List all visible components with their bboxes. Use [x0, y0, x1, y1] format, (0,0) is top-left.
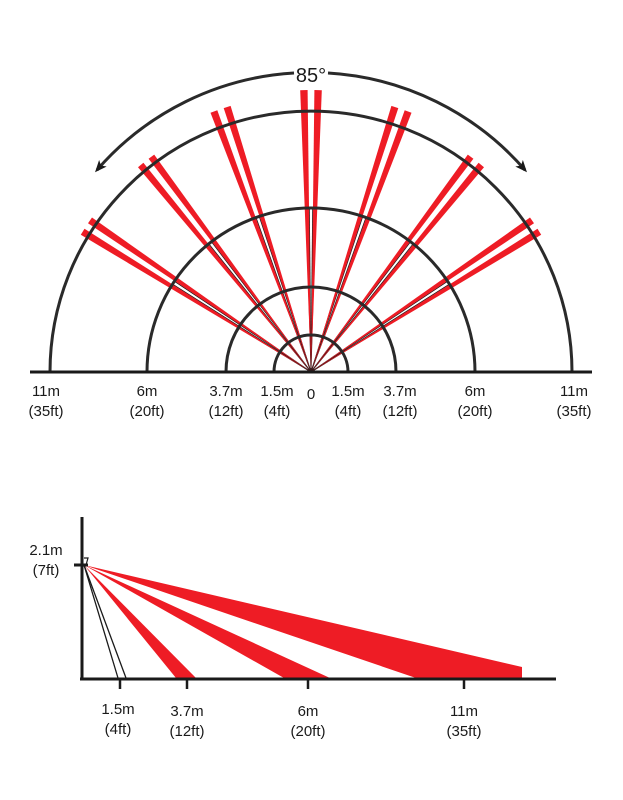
floor-label-11m: 11m — [450, 703, 478, 720]
side-beam-6m — [84, 565, 330, 678]
coverage-angle-arrow — [95, 71, 295, 173]
top-beam-wedge — [223, 105, 311, 373]
top-beam-wedge — [80, 228, 311, 372]
top-beam-wedge — [311, 162, 484, 372]
range-label-12ft-left: (12ft) — [208, 403, 243, 420]
range-arc-6m — [145, 206, 477, 373]
range-label-11m-right: 11m — [560, 383, 588, 400]
top-thin-ray — [207, 242, 312, 373]
range-label-4ft-right: (4ft) — [335, 403, 362, 420]
range-label-6m-left: 6m — [137, 383, 158, 400]
top-thin-ray — [258, 215, 312, 373]
floor-label-4ft: (4ft) — [105, 721, 132, 738]
top-view: 85° 0 11m (35ft) 6m (20ft) 3.7m (12ft) 1… — [28, 65, 592, 420]
range-arc-3-7m — [224, 285, 398, 373]
side-beam-3-7m — [84, 565, 196, 678]
top-beam-wedge — [138, 162, 311, 372]
top-thin-ray — [310, 206, 314, 373]
floor-label-3-7m: 3.7m — [170, 703, 203, 720]
floor-label-35ft: (35ft) — [446, 723, 481, 740]
top-thin-ray — [310, 283, 451, 373]
height-label-meters: 2.1m — [29, 542, 62, 559]
top-thin-ray — [310, 240, 412, 373]
top-thin-ray — [308, 206, 312, 373]
range-label-20ft-left: (20ft) — [129, 403, 164, 420]
top-beam-wedge — [311, 154, 474, 372]
range-arc-11m — [48, 109, 574, 373]
range-label-center: 0 — [307, 386, 315, 403]
range-label-35ft-right: (35ft) — [556, 403, 591, 420]
side-ray-1-5m — [83, 564, 127, 679]
top-thin-ray — [210, 240, 312, 373]
floor-label-12ft: (12ft) — [169, 723, 204, 740]
top-beam-wedge — [311, 217, 534, 372]
top-beam-wedge — [311, 90, 322, 372]
coverage-angle-label: 85° — [296, 65, 326, 87]
range-label-1-5m-right: 1.5m — [331, 383, 364, 400]
side-ray-1-5m — [83, 564, 119, 679]
top-beam-wedge — [311, 228, 542, 372]
top-view-beams — [80, 90, 542, 373]
top-beam-wedge — [311, 110, 412, 373]
range-label-3-7m-right: 3.7m — [383, 383, 416, 400]
range-label-20ft-right: (20ft) — [457, 403, 492, 420]
top-beam-wedge — [311, 105, 399, 373]
top-thin-ray — [255, 216, 312, 373]
side-beam-11m — [84, 565, 522, 678]
range-label-12ft-right: (12ft) — [382, 403, 417, 420]
floor-label-1-5m: 1.5m — [101, 701, 134, 718]
range-label-35ft-left: (35ft) — [28, 403, 63, 420]
top-thin-ray — [310, 215, 364, 373]
floor-label-6m: 6m — [298, 703, 319, 720]
top-thin-ray — [310, 242, 415, 373]
top-thin-ray — [173, 280, 312, 373]
range-label-1-5m-left: 1.5m — [260, 383, 293, 400]
side-view: 2.1m (7ft) 1.5m (4ft) 3.7m (12ft) 6m (20… — [29, 517, 556, 740]
range-label-3-7m-left: 3.7m — [209, 383, 242, 400]
coverage-angle-arrow — [327, 71, 527, 173]
top-view-thin-rays — [169, 206, 453, 373]
top-beam-wedge — [210, 110, 311, 373]
top-thin-ray — [171, 283, 312, 373]
range-label-6m-right: 6m — [465, 383, 486, 400]
range-arc-1-5m — [272, 333, 350, 373]
range-label-4ft-left: (4ft) — [264, 403, 291, 420]
top-beam-wedge — [300, 90, 311, 372]
sensor-icon — [84, 557, 89, 566]
top-beam-wedge — [88, 217, 311, 372]
top-thin-ray — [310, 216, 367, 373]
range-label-11m-left: 11m — [32, 383, 60, 400]
floor-label-20ft: (20ft) — [290, 723, 325, 740]
height-label-feet: (7ft) — [33, 562, 60, 579]
top-thin-ray — [310, 280, 449, 373]
top-beam-wedge — [148, 154, 311, 372]
